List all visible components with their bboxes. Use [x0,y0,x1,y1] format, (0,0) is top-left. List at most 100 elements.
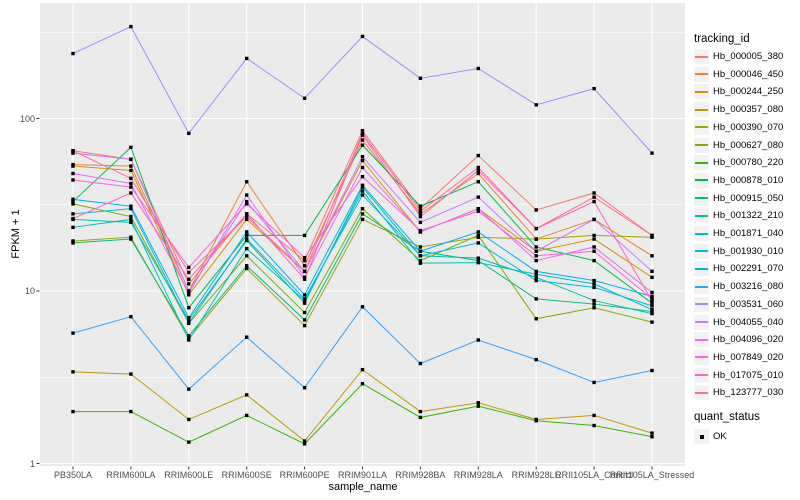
legend-entry-label: Hb_001930_010 [713,245,784,257]
data-point [418,212,423,216]
x-tick-label: RRIM600LA [106,470,156,480]
data-point [592,285,596,290]
data-point [71,197,75,202]
data-point [245,264,249,268]
data-point [592,306,596,310]
data-point [534,357,538,362]
legend-key-box [694,84,709,100]
legend-line-icon [695,250,708,253]
legend-entry: Hb_004055_040 [694,314,784,330]
data-point [650,307,654,312]
legend-entry: Hb_000627_080 [694,137,783,153]
legend-key-box [694,49,709,64]
legend-entry-label: Hb_000046_450 [713,68,784,80]
legend-line-icon [695,179,708,182]
data-point [650,269,654,274]
data-point [71,409,75,414]
data-point [534,275,538,280]
data-point [592,191,596,195]
data-point [187,270,191,275]
data-point [360,131,365,136]
data-point [360,212,365,216]
data-point [476,209,480,213]
data-point [71,149,75,153]
data-point [650,309,654,314]
data-point [302,318,307,322]
data-point [302,297,307,301]
data-point [187,282,191,286]
data-point [360,158,365,163]
data-point [360,133,365,137]
data-point [71,199,75,204]
data-point [476,404,480,408]
legend-title-quant-status: quant_status [694,411,760,423]
data-point [418,76,423,81]
legend-entry-label: Hb_000915_050 [713,192,784,204]
legend-line-icon [695,108,708,111]
data-point [71,171,75,176]
legend-entry-label: Hb_004096_020 [713,334,784,346]
data-point [187,338,191,342]
legend-key-box [694,66,709,82]
data-point [418,209,423,213]
data-point [302,439,307,443]
legend-entry-label: Hb_002291_070 [713,263,784,275]
data-point [476,235,480,239]
data-point [418,214,423,219]
legend-key-box [694,155,709,171]
data-point [650,431,654,435]
data-point [418,409,423,414]
data-point [650,298,654,303]
y-tick-label: 10 [24,286,35,296]
data-point [418,245,423,249]
data-point [534,258,538,263]
data-point [302,277,307,281]
data-point [476,168,480,173]
data-point [534,103,538,107]
data-point [302,233,307,238]
data-point [302,275,307,280]
data-point [418,204,423,208]
data-point [360,128,365,133]
legend-entry: Hb_001871_040 [694,226,783,241]
data-point [592,86,596,91]
data-point [129,314,133,319]
data-point [476,258,480,263]
data-point [245,212,249,216]
x-tick-label: RRII105LA_Stressed [609,470,695,480]
ok-key-box [694,429,709,444]
legend-entry: Hb_000046_450 [694,66,784,82]
data-point [129,164,133,168]
data-point [592,199,596,204]
data-point [360,185,365,189]
x-axis-title: sample_name [328,481,398,493]
data-point [418,361,423,366]
legend-key-box [694,226,709,241]
data-point [129,220,133,225]
legend-entry: Hb_001930_010 [694,243,784,259]
legend-entry: Hb_123777_030 [694,385,784,401]
legend-key-box [694,102,709,118]
data-point [592,195,596,199]
legend-entry-label: Hb_000878_010 [713,174,784,186]
data-point [129,191,133,195]
data-point [302,264,307,268]
x-tick-label: RRII105LA_Control [555,470,634,480]
legend-entry-label: Hb_123777_030 [713,387,784,399]
data-point [534,297,538,301]
data-point [534,419,538,423]
legend-line-icon [695,73,708,76]
legend-title-tracking-id: tracking_id [694,33,750,45]
legend-line-icon [695,144,708,146]
legend-entry-label: Hb_004055_040 [713,316,784,328]
data-point [187,387,191,391]
data-point [360,206,365,211]
legend-key-box [694,137,709,153]
data-point [187,277,191,281]
data-point [302,269,307,274]
data-point [476,256,480,260]
y-tick-label: 100 [19,113,35,124]
data-point [592,298,596,303]
data-point [245,180,249,184]
